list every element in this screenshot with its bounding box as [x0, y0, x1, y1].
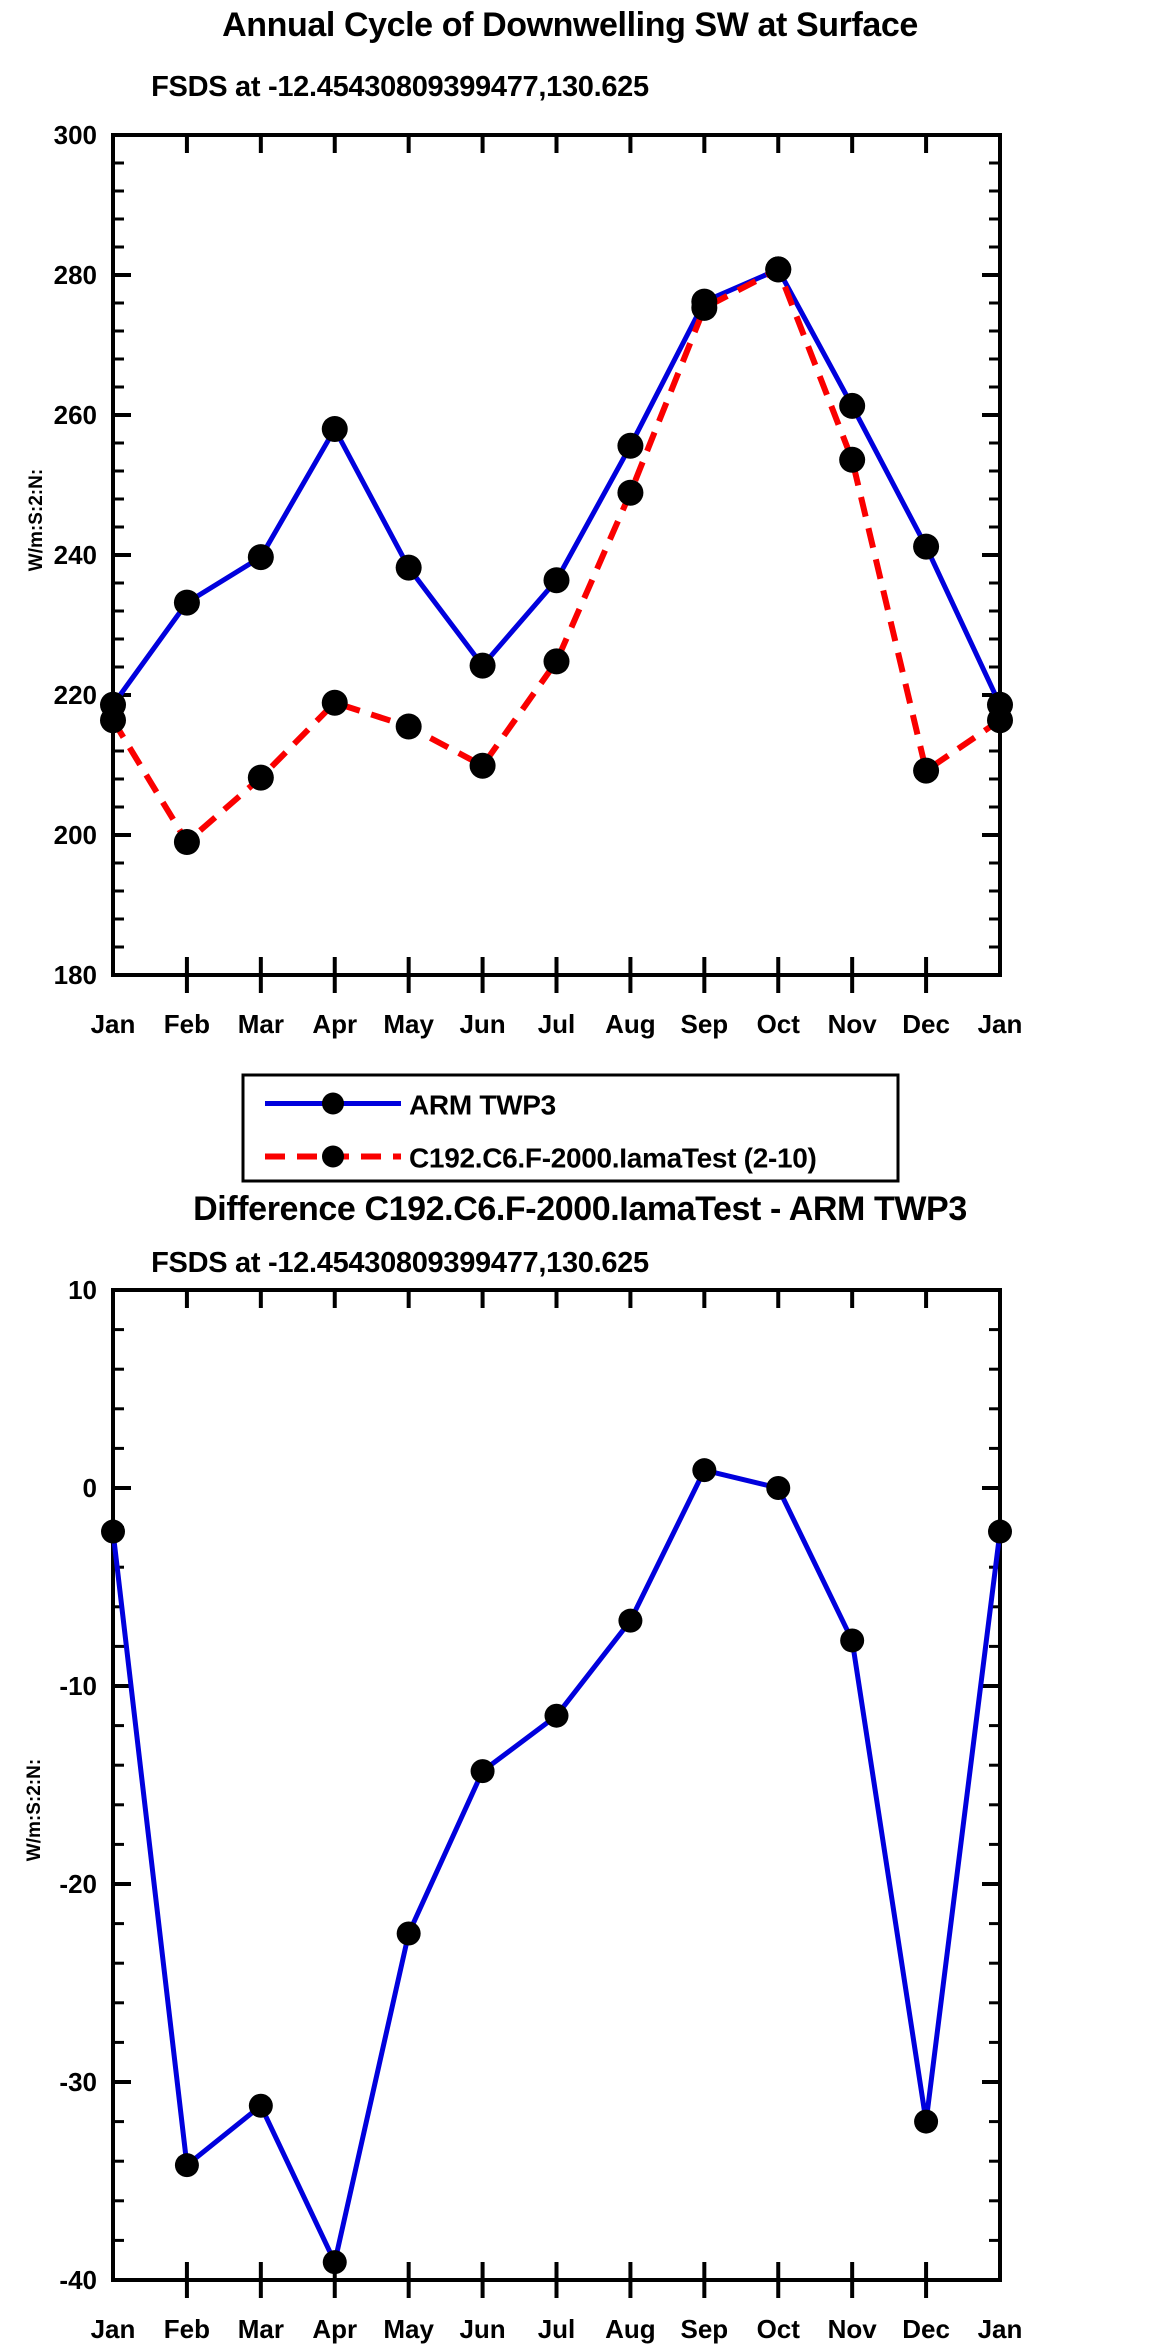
annual-cycle-data-point [469, 752, 496, 779]
annual-cycle-ylabel: W/m:S:2:N: [26, 469, 47, 571]
difference-xtick-label: Mar [238, 2314, 284, 2344]
difference-ytick-label: -20 [59, 1869, 97, 1899]
annual-cycle-data-point [913, 757, 940, 784]
annual-cycle-xtick-label: May [383, 1009, 434, 1039]
difference-ylabel: W/m:S:2:N: [24, 1759, 45, 1861]
difference-ytick-label: 10 [68, 1275, 97, 1305]
difference-data-point [396, 1921, 421, 1946]
difference-xtick-label: Nov [828, 2314, 878, 2344]
annual-cycle-xtick-label: Oct [757, 1009, 801, 1039]
difference-xtick-label: Jul [538, 2314, 576, 2344]
annual-cycle-data-point [395, 554, 422, 581]
difference-subtitle: FSDS at -12.45430809399477,130.625 [151, 1247, 649, 1279]
difference-data-point [692, 1458, 717, 1483]
annual-cycle-xtick-label: Jan [978, 1009, 1023, 1039]
annual-cycle-data-point [173, 829, 200, 855]
difference-data-point [988, 1519, 1012, 1544]
difference-xtick-label: Sep [680, 2314, 728, 2344]
annual-cycle-xtick-label: Dec [902, 1009, 950, 1039]
annual-cycle-xtick-label: Nov [828, 1009, 878, 1039]
legend-marker-0 [322, 1092, 344, 1115]
annual-cycle-data-point [469, 652, 496, 679]
difference-data-point [914, 2109, 939, 2134]
legend-marker-1 [322, 1145, 344, 1168]
annual-cycle-ytick-label: 180 [54, 960, 97, 990]
annual-cycle-ytick-label: 300 [54, 120, 97, 150]
annual-cycle-xtick-label: Sep [680, 1009, 728, 1039]
annual-cycle-ytick-label: 280 [54, 260, 97, 290]
annual-cycle-data-point [321, 416, 348, 442]
difference-xtick-label: May [383, 2314, 434, 2344]
chart-panel-annual-cycle: Annual Cycle of Downwelling SW at Surfac… [26, 6, 1023, 1183]
annual-cycle-data-point [395, 713, 422, 740]
annual-cycle-xtick-label: Apr [312, 1009, 357, 1039]
difference-chart: Difference C192.C6.F-2000.IamaTest - ARM… [24, 1190, 1023, 2344]
annual-cycle-data-point [247, 764, 274, 791]
annual-cycle-ytick-label: 240 [54, 540, 97, 570]
difference-data-point [101, 1519, 125, 1544]
difference-xtick-label: Jan [91, 2314, 136, 2344]
difference-data-point [766, 1476, 791, 1500]
difference-data-point [248, 2093, 273, 2118]
legend-label-0: ARM TWP3 [409, 1090, 556, 1121]
difference-xtick-label: Apr [312, 2314, 357, 2344]
annual-cycle-data-point [321, 689, 348, 716]
difference-data-point [470, 1759, 495, 1784]
legend-label-1: C192.C6.F-2000.IamaTest (2-10) [409, 1143, 817, 1174]
difference-title: Difference C192.C6.F-2000.IamaTest - ARM… [193, 1190, 967, 1228]
difference-xtick-label: Feb [164, 2314, 210, 2344]
annual-cycle-data-point [173, 589, 200, 616]
difference-series-line-0 [110, 1467, 1003, 2265]
annual-cycle-data-point [987, 707, 1013, 734]
annual-cycle-data-point [100, 707, 126, 734]
annual-cycle-subtitle: FSDS at -12.45430809399477,130.625 [151, 71, 649, 103]
annual-cycle-xtick-label: Aug [605, 1009, 656, 1039]
difference-data-point [322, 2250, 347, 2275]
annual-cycle-data-point [543, 648, 570, 675]
difference-data-point [544, 1703, 569, 1728]
annual-cycle-xtick-label: Jan [91, 1009, 136, 1039]
annual-cycle-chart: Annual Cycle of Downwelling SW at Surfac… [26, 6, 1023, 1183]
annual-cycle-xtick-label: Jun [459, 1009, 505, 1039]
difference-data-point [840, 1628, 865, 1653]
difference-ytick-label: -10 [59, 1671, 97, 1701]
difference-xtick-label: Oct [757, 2314, 801, 2344]
annual-cycle-data-point [839, 392, 866, 419]
difference-ytick-label: 0 [83, 1473, 97, 1503]
annual-cycle-data-point [617, 432, 644, 459]
chart-panel-difference: Difference C192.C6.F-2000.IamaTest - ARM… [0, 1190, 1161, 2346]
difference-data-point [174, 2153, 199, 2178]
annual-cycle-ytick-label: 200 [54, 820, 97, 850]
difference-xtick-label: Jun [459, 2314, 505, 2344]
annual-cycle-data-point [691, 294, 718, 321]
annual-cycle-title: Annual Cycle of Downwelling SW at Surfac… [222, 6, 918, 44]
difference-xtick-label: Jan [978, 2314, 1023, 2344]
legend-box [241, 1073, 900, 1183]
annual-cycle-data-point [247, 544, 274, 571]
annual-cycle-xtick-label: Jul [538, 1009, 576, 1039]
annual-cycle-data-point [543, 567, 570, 594]
annual-cycle-series-line-1 [110, 266, 1002, 845]
annual-cycle-data-point [617, 479, 644, 506]
annual-cycle-series-line-0 [110, 266, 1003, 707]
annual-cycle-data-point [913, 533, 940, 560]
annual-cycle-xtick-label: Mar [238, 1009, 284, 1039]
difference-xtick-label: Aug [605, 2314, 656, 2344]
difference-ytick-label: -40 [59, 2265, 97, 2295]
annual-cycle-plot-frame [111, 133, 1002, 977]
difference-data-point [618, 1608, 643, 1633]
annual-cycle-data-point [765, 256, 792, 283]
difference-ytick-label: -30 [59, 2067, 97, 2097]
annual-cycle-ytick-label: 220 [54, 680, 97, 710]
annual-cycle-data-point [839, 446, 866, 473]
annual-cycle-ytick-label: 260 [54, 400, 97, 430]
difference-plot-frame [111, 1288, 1002, 2282]
annual-cycle-xtick-label: Feb [164, 1009, 210, 1039]
difference-xtick-label: Dec [902, 2314, 950, 2344]
